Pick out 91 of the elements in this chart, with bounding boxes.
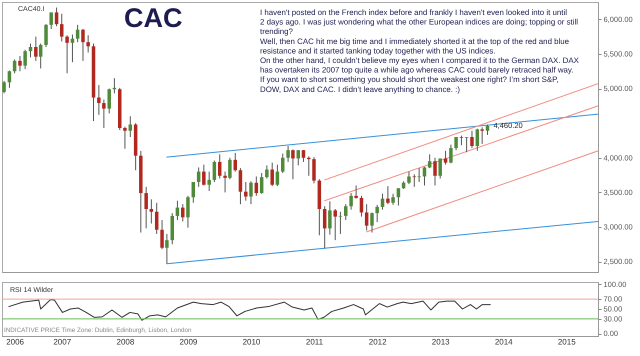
candlestick	[375, 204, 379, 223]
x-tick-label: 2008	[116, 338, 135, 346]
candlestick	[192, 182, 196, 204]
candlestick	[444, 150, 448, 166]
candlestick	[476, 128, 480, 152]
candlestick	[433, 157, 437, 186]
x-tick-label: 2009	[180, 338, 198, 346]
candlestick	[280, 153, 284, 174]
candlestick	[265, 164, 269, 180]
candlestick	[302, 150, 306, 162]
candlestick	[49, 12, 53, 30]
candlestick	[2, 80, 6, 94]
candlestick	[296, 150, 300, 166]
candlestick	[223, 171, 227, 193]
candlestick	[81, 28, 85, 62]
candlestick	[123, 126, 127, 150]
candlestick	[449, 144, 453, 164]
candlestick	[8, 70, 12, 88]
candlestick	[176, 200, 180, 221]
candlestick	[23, 49, 27, 70]
candlestick	[44, 24, 48, 48]
candlestick	[212, 160, 216, 182]
candlestick	[28, 43, 32, 58]
candlestick	[150, 198, 154, 224]
candlestick	[254, 176, 258, 196]
candlestick	[76, 24, 80, 43]
candlestick	[65, 34, 69, 74]
candlestick	[207, 171, 211, 192]
candlestick	[181, 204, 185, 222]
candlestick	[244, 182, 248, 202]
candlestick	[391, 193, 395, 206]
candlestick	[386, 186, 390, 205]
candlestick	[160, 220, 164, 250]
candlestick	[396, 188, 400, 206]
x-tick-label: 2007	[53, 338, 72, 346]
candlestick	[18, 56, 22, 72]
candlestick	[165, 233, 169, 264]
candlestick	[12, 58, 16, 74]
candlestick	[291, 148, 295, 180]
candlestick	[60, 13, 64, 42]
candlestick	[86, 34, 90, 54]
candlestick	[328, 200, 332, 236]
x-tick-label: 2006	[6, 338, 25, 346]
candlestick	[486, 124, 490, 136]
candlestick	[438, 158, 442, 180]
candlestick	[154, 202, 158, 234]
candlestick	[286, 146, 290, 162]
line-series	[8, 299, 491, 321]
candlestick	[407, 171, 411, 185]
candlestick	[260, 172, 264, 194]
candlestick	[322, 206, 326, 249]
candlestick	[218, 154, 222, 180]
candlestick	[333, 208, 337, 241]
candlestick	[70, 34, 74, 63]
candlestick	[480, 126, 484, 144]
x-tick-label: 2014	[494, 338, 514, 346]
x-tick-label: 2010	[242, 338, 261, 346]
candlestick	[34, 36, 38, 62]
candlestick	[380, 193, 384, 210]
candlestick	[238, 168, 242, 205]
x-tick-label: 2013	[432, 338, 450, 346]
candlestick	[196, 166, 200, 188]
candlestick	[128, 116, 132, 138]
candlestick	[234, 152, 238, 172]
candlestick	[354, 184, 358, 200]
candlestick	[454, 136, 458, 151]
x-tick-label: 2011	[306, 338, 324, 346]
candlestick	[349, 192, 353, 210]
candlestick	[186, 195, 190, 228]
x-tick-label: 2015	[558, 338, 576, 346]
candlestick	[428, 154, 432, 169]
candlestick	[102, 99, 106, 128]
candlestick	[202, 164, 206, 186]
candlestick	[249, 180, 253, 205]
candlestick	[312, 156, 316, 184]
candlestick	[364, 204, 368, 231]
candlestick	[470, 130, 474, 149]
candlestick	[228, 157, 232, 180]
candlestick	[54, 7, 58, 27]
candlestick	[97, 84, 101, 116]
candlestick	[344, 204, 348, 221]
candlestick	[370, 212, 374, 234]
candlestick	[276, 164, 280, 187]
candlestick	[107, 88, 111, 114]
candlestick	[38, 43, 42, 69]
candlestick	[144, 186, 148, 229]
candlestick	[360, 195, 364, 218]
candlestick	[422, 166, 426, 186]
candlestick	[270, 162, 274, 187]
chart-title: CAC	[124, 3, 182, 33]
x-tick-label: 2012	[368, 338, 388, 346]
